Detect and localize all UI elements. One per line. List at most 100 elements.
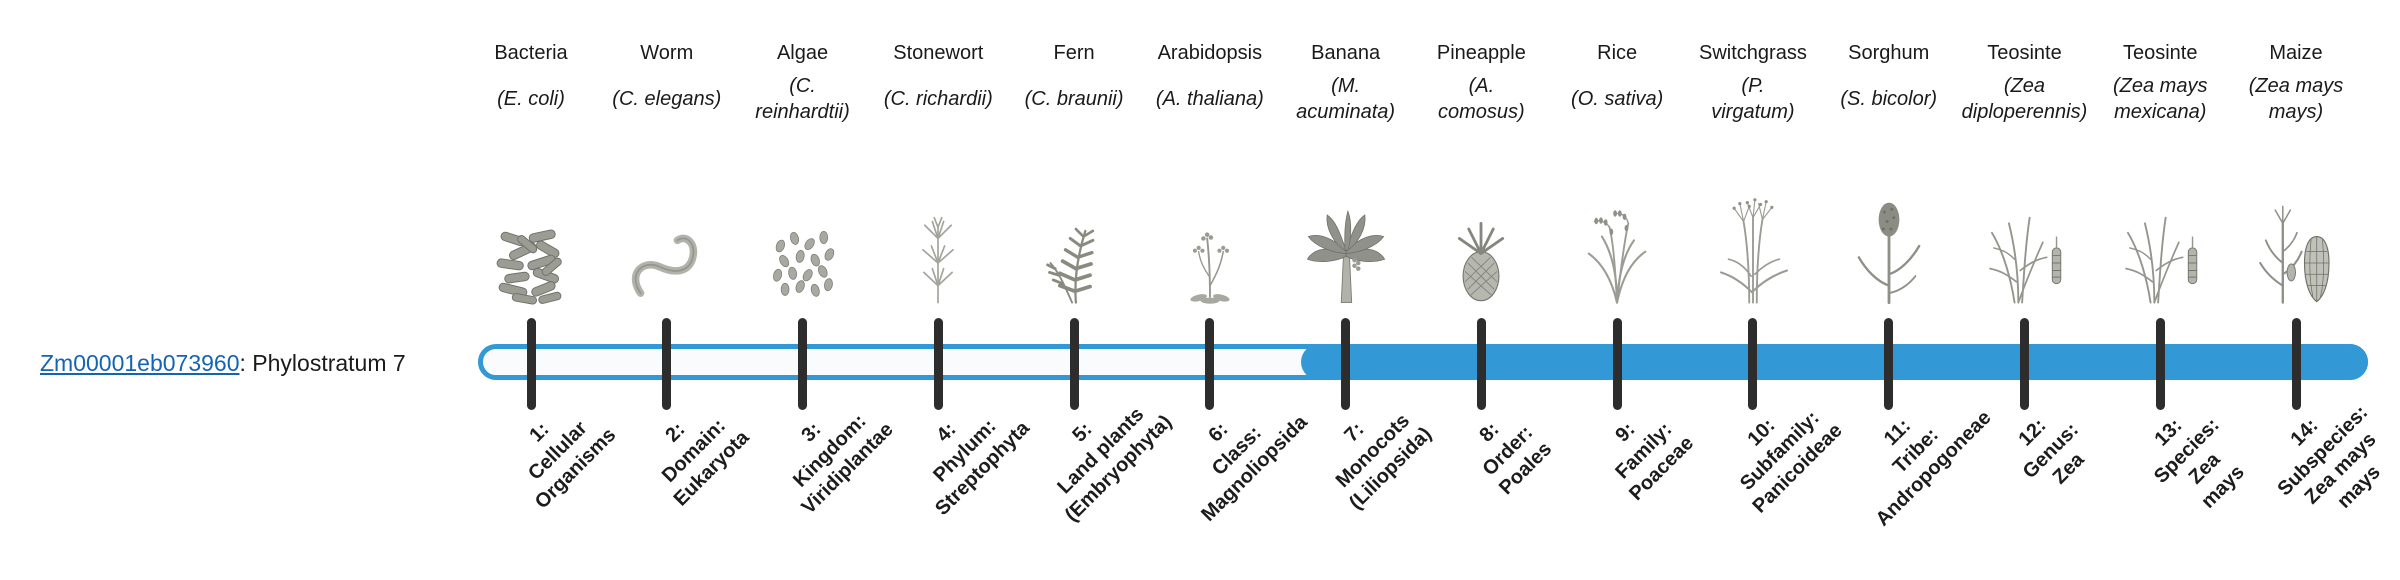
stratum-tick <box>1069 318 1079 410</box>
organism-scientific-name-text: (Zea mays mays) <box>2248 75 2344 123</box>
stratum-label-text: 8: Order: Poales <box>1475 418 1557 500</box>
organism-common-name: Rice <box>1597 42 1638 64</box>
gene-id-link[interactable]: Zm00001eb073960 <box>40 350 240 376</box>
fern-icon <box>1018 128 1130 312</box>
teosinte-mexicana-icon <box>2104 128 2216 312</box>
organism-column: Fern (C. braunii) <box>986 40 1162 312</box>
organism-scientific-name-text: (Zea mays mexicana) <box>2113 75 2208 123</box>
switchgrass-icon <box>1697 128 1809 312</box>
organism-column: Teosinte (Zea diploperennis) <box>1936 40 2112 312</box>
rice-icon <box>1561 128 1673 312</box>
stratum-tick <box>1748 318 1758 410</box>
organism-common-name: Arabidopsis <box>1157 42 1263 64</box>
organism-column: Rice (O. sativa) <box>1529 40 1705 312</box>
organism-scientific-name-text: (E. coli) <box>497 88 565 110</box>
organism-column: Stonewort (C. richardii) <box>850 40 1026 312</box>
stratum-label-text: 12: Genus: Zea <box>2014 414 2090 489</box>
organism-scientific-name: (M. acuminata) <box>1296 70 1395 128</box>
stratum-label-text: 5: Land plants (Embryophyta) <box>1053 403 1177 527</box>
organism-scientific-name-text: (P. virgatum) <box>1711 75 1795 123</box>
organism-common-name: Maize <box>2269 42 2323 64</box>
stratum-tick <box>526 318 536 410</box>
stratum-tick <box>1476 318 1486 410</box>
stratum-label-text: 2: Domain: Eukaryota <box>657 414 754 511</box>
organism-common-name: Stonewort <box>893 42 984 64</box>
organism-scientific-name-text: (C. richardii) <box>883 88 993 110</box>
organism-scientific-name-text: (O. sativa) <box>1571 88 1664 110</box>
banana-icon <box>1288 128 1404 312</box>
stratum-label-text: 10: Subfamily: Panicoideae <box>1735 406 1847 518</box>
organism-column: Arabidopsis (A. thaliana) <box>1122 40 1298 312</box>
organism-scientific-name: (O. sativa) <box>1571 70 1663 128</box>
organism-scientific-name: (A. thaliana) <box>1156 70 1264 128</box>
sorghum-icon <box>1833 128 1945 312</box>
organism-scientific-name-text: (A. comosus) <box>1438 75 1525 123</box>
organism-common-name: Worm <box>640 42 694 64</box>
worm-icon <box>611 128 723 312</box>
arabidopsis-icon <box>1154 128 1266 312</box>
organism-scientific-name: (C. braunii) <box>1025 70 1124 128</box>
algae-icon <box>747 128 859 312</box>
timeline-bar-fill <box>1300 344 2368 380</box>
organism-column: Maize (Zea mays mays) <box>2208 40 2384 312</box>
organism-scientific-name: (P. virgatum) <box>1711 70 1794 128</box>
stratum-label-text: 4: Phylum: Streptophyta <box>929 414 1035 521</box>
organism-common-name: Banana <box>1311 42 1381 64</box>
bacteria-icon <box>475 128 587 312</box>
organism-scientific-name: (S. bicolor) <box>1840 70 1937 128</box>
organism-column: Pineapple (A. comosus) <box>1393 40 1569 312</box>
organism-column: Banana (M. acuminata) <box>1258 40 1434 312</box>
stonewort-icon <box>882 128 994 312</box>
organism-scientific-name-text: (S. bicolor) <box>1840 88 1938 110</box>
organism-scientific-name: (A. comosus) <box>1438 70 1525 128</box>
organism-scientific-name-text: (C. elegans) <box>612 88 722 110</box>
organism-scientific-name-text: (C. reinhardtii) <box>755 75 850 123</box>
stratum-tick <box>2019 318 2029 410</box>
stratum-tick <box>1884 318 1894 410</box>
pineapple-icon <box>1425 128 1537 312</box>
organism-common-name: Teosinte <box>1987 42 2062 64</box>
stratum-label-text: 13: Species: Zea mays <box>2149 413 2249 513</box>
organism-column: Sorghum (S. bicolor) <box>1801 40 1977 312</box>
organism-common-name: Switchgrass <box>1699 42 1807 64</box>
stratum-tick <box>662 318 672 410</box>
organism-common-name: Fern <box>1053 42 1095 64</box>
organism-scientific-name: (Zea mays mays) <box>2249 70 2343 128</box>
phylostratum-text: : Phylostratum 7 <box>239 350 406 376</box>
gene-label: Zm00001eb073960: Phylostratum 7 <box>40 349 406 377</box>
stratum-tick <box>2155 318 2165 410</box>
stratum-tick <box>1341 318 1351 410</box>
organism-column: Worm (C. elegans) <box>579 40 755 312</box>
stratum-tick <box>2291 318 2301 410</box>
stratum-tick <box>798 318 808 410</box>
organism-scientific-name-text: (C. braunii) <box>1024 88 1124 110</box>
stratum-tick <box>1205 318 1215 410</box>
organism-column: Bacteria (E. coli) <box>443 40 619 312</box>
stratum-label-text: 3: Kingdom: Viridiplantae <box>788 409 898 519</box>
stratum-tick <box>1612 318 1622 410</box>
stratum-label-text: 7: Monocots (Liliopsida) <box>1331 409 1436 515</box>
organism-scientific-name: (Zea mays mexicana) <box>2113 70 2207 128</box>
maize-icon <box>2240 128 2352 312</box>
organism-common-name: Teosinte <box>2122 42 2198 64</box>
organism-column: Teosinte (Zea mays mexicana) <box>2072 40 2248 312</box>
teosinte-diploperennis-icon <box>1968 128 2080 312</box>
organism-common-name: Bacteria <box>494 42 568 64</box>
stratum-tick <box>933 318 943 410</box>
organism-column: Algae (C. reinhardtii) <box>715 40 891 312</box>
organism-scientific-name-text: (M. acuminata) <box>1296 75 1396 123</box>
organism-common-name: Pineapple <box>1436 42 1526 64</box>
stratum-label-text: 14: Subspecies: Zea mays mays <box>2273 401 2385 513</box>
organism-common-name: Algae <box>776 42 829 64</box>
organism-scientific-name: (C. richardii) <box>884 70 993 128</box>
organism-scientific-name: (E. coli) <box>497 70 565 128</box>
organism-scientific-name: (C. elegans) <box>612 70 721 128</box>
stratum-label-text: 11: Tribe: Andropogoneae <box>1871 406 1996 531</box>
stratum-label-text: 6: Class: Magnoliopsida <box>1197 411 1312 526</box>
stratum-label-text: 1: Cellular Organisms <box>523 416 621 514</box>
organism-column: Switchgrass (P. virgatum) <box>1665 40 1841 312</box>
organism-scientific-name: (C. reinhardtii) <box>755 70 849 128</box>
stratum-label-text: 9: Family: Poaceae <box>1611 418 1699 506</box>
organism-scientific-name-text: (Zea diploperennis) <box>1961 75 2088 123</box>
